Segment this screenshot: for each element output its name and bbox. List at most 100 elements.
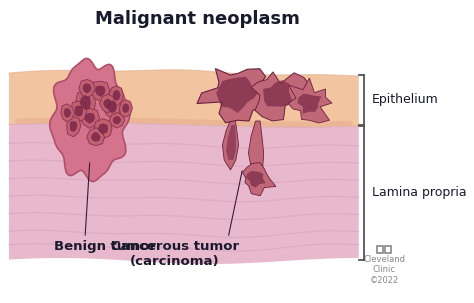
Polygon shape <box>225 120 231 126</box>
Polygon shape <box>347 120 353 126</box>
Polygon shape <box>318 121 323 127</box>
Polygon shape <box>208 119 214 125</box>
Polygon shape <box>237 120 244 126</box>
Text: Benign tumor: Benign tumor <box>54 240 156 253</box>
Polygon shape <box>23 118 29 124</box>
Polygon shape <box>174 118 181 125</box>
Polygon shape <box>162 118 168 124</box>
Polygon shape <box>326 121 332 127</box>
Text: Cleveland
Clinic
©2022: Cleveland Clinic ©2022 <box>363 255 405 285</box>
Polygon shape <box>70 121 78 132</box>
Polygon shape <box>296 121 302 127</box>
Polygon shape <box>9 123 359 264</box>
Polygon shape <box>75 89 96 115</box>
Polygon shape <box>221 120 227 126</box>
Polygon shape <box>183 119 189 125</box>
Polygon shape <box>80 95 91 110</box>
Polygon shape <box>242 120 248 126</box>
Polygon shape <box>280 121 286 127</box>
Polygon shape <box>36 118 42 124</box>
Polygon shape <box>292 121 298 127</box>
Polygon shape <box>74 117 80 123</box>
Text: Epithelium: Epithelium <box>372 94 439 106</box>
Polygon shape <box>251 72 310 121</box>
Polygon shape <box>79 79 95 98</box>
Polygon shape <box>48 117 55 123</box>
Polygon shape <box>113 116 121 125</box>
Polygon shape <box>233 120 239 126</box>
Polygon shape <box>9 70 359 127</box>
Polygon shape <box>284 121 290 127</box>
Text: Malignant neoplasm: Malignant neoplasm <box>95 10 300 28</box>
Polygon shape <box>212 120 219 125</box>
Polygon shape <box>109 86 123 106</box>
Polygon shape <box>98 123 108 134</box>
Polygon shape <box>112 90 120 101</box>
Polygon shape <box>32 118 38 124</box>
Polygon shape <box>313 121 319 127</box>
Polygon shape <box>103 98 111 109</box>
Polygon shape <box>100 94 114 113</box>
Polygon shape <box>137 118 143 124</box>
Polygon shape <box>255 121 261 127</box>
Polygon shape <box>197 68 276 123</box>
Polygon shape <box>250 121 256 127</box>
Polygon shape <box>321 121 328 127</box>
Polygon shape <box>141 118 147 124</box>
Text: Lamina propria: Lamina propria <box>372 186 467 199</box>
Polygon shape <box>116 117 122 123</box>
Polygon shape <box>122 103 129 113</box>
Polygon shape <box>103 117 109 123</box>
Polygon shape <box>74 105 83 117</box>
Polygon shape <box>107 101 117 113</box>
Polygon shape <box>166 118 172 124</box>
Polygon shape <box>124 117 130 123</box>
Polygon shape <box>271 121 277 127</box>
Polygon shape <box>229 120 235 126</box>
Polygon shape <box>170 118 176 124</box>
Polygon shape <box>204 119 210 125</box>
Polygon shape <box>57 117 63 123</box>
Polygon shape <box>297 94 321 114</box>
Polygon shape <box>216 77 258 113</box>
Polygon shape <box>53 117 59 123</box>
Polygon shape <box>288 78 332 123</box>
Polygon shape <box>67 117 81 137</box>
Polygon shape <box>87 128 104 146</box>
Polygon shape <box>263 121 269 127</box>
Polygon shape <box>82 117 88 123</box>
Polygon shape <box>111 117 118 123</box>
Polygon shape <box>275 121 282 127</box>
Polygon shape <box>78 117 84 123</box>
Polygon shape <box>301 121 307 127</box>
Polygon shape <box>50 58 130 181</box>
Polygon shape <box>246 121 252 126</box>
Polygon shape <box>305 121 311 127</box>
Polygon shape <box>45 118 50 123</box>
Polygon shape <box>248 121 264 175</box>
Polygon shape <box>200 119 206 125</box>
Polygon shape <box>64 108 72 118</box>
Polygon shape <box>91 117 97 123</box>
Polygon shape <box>133 118 139 123</box>
Polygon shape <box>80 108 100 128</box>
Polygon shape <box>95 117 101 123</box>
Polygon shape <box>61 117 67 123</box>
Polygon shape <box>288 121 294 127</box>
Polygon shape <box>128 117 135 123</box>
Polygon shape <box>103 95 121 118</box>
Polygon shape <box>107 117 113 123</box>
Polygon shape <box>86 117 92 123</box>
Polygon shape <box>94 119 112 139</box>
Polygon shape <box>158 118 164 124</box>
Polygon shape <box>343 121 349 126</box>
Polygon shape <box>217 120 223 126</box>
Polygon shape <box>15 118 21 124</box>
Polygon shape <box>330 121 336 127</box>
Polygon shape <box>91 132 100 142</box>
Polygon shape <box>71 101 87 122</box>
Polygon shape <box>82 83 91 93</box>
Polygon shape <box>338 121 345 127</box>
Polygon shape <box>226 125 236 160</box>
Polygon shape <box>154 118 160 124</box>
